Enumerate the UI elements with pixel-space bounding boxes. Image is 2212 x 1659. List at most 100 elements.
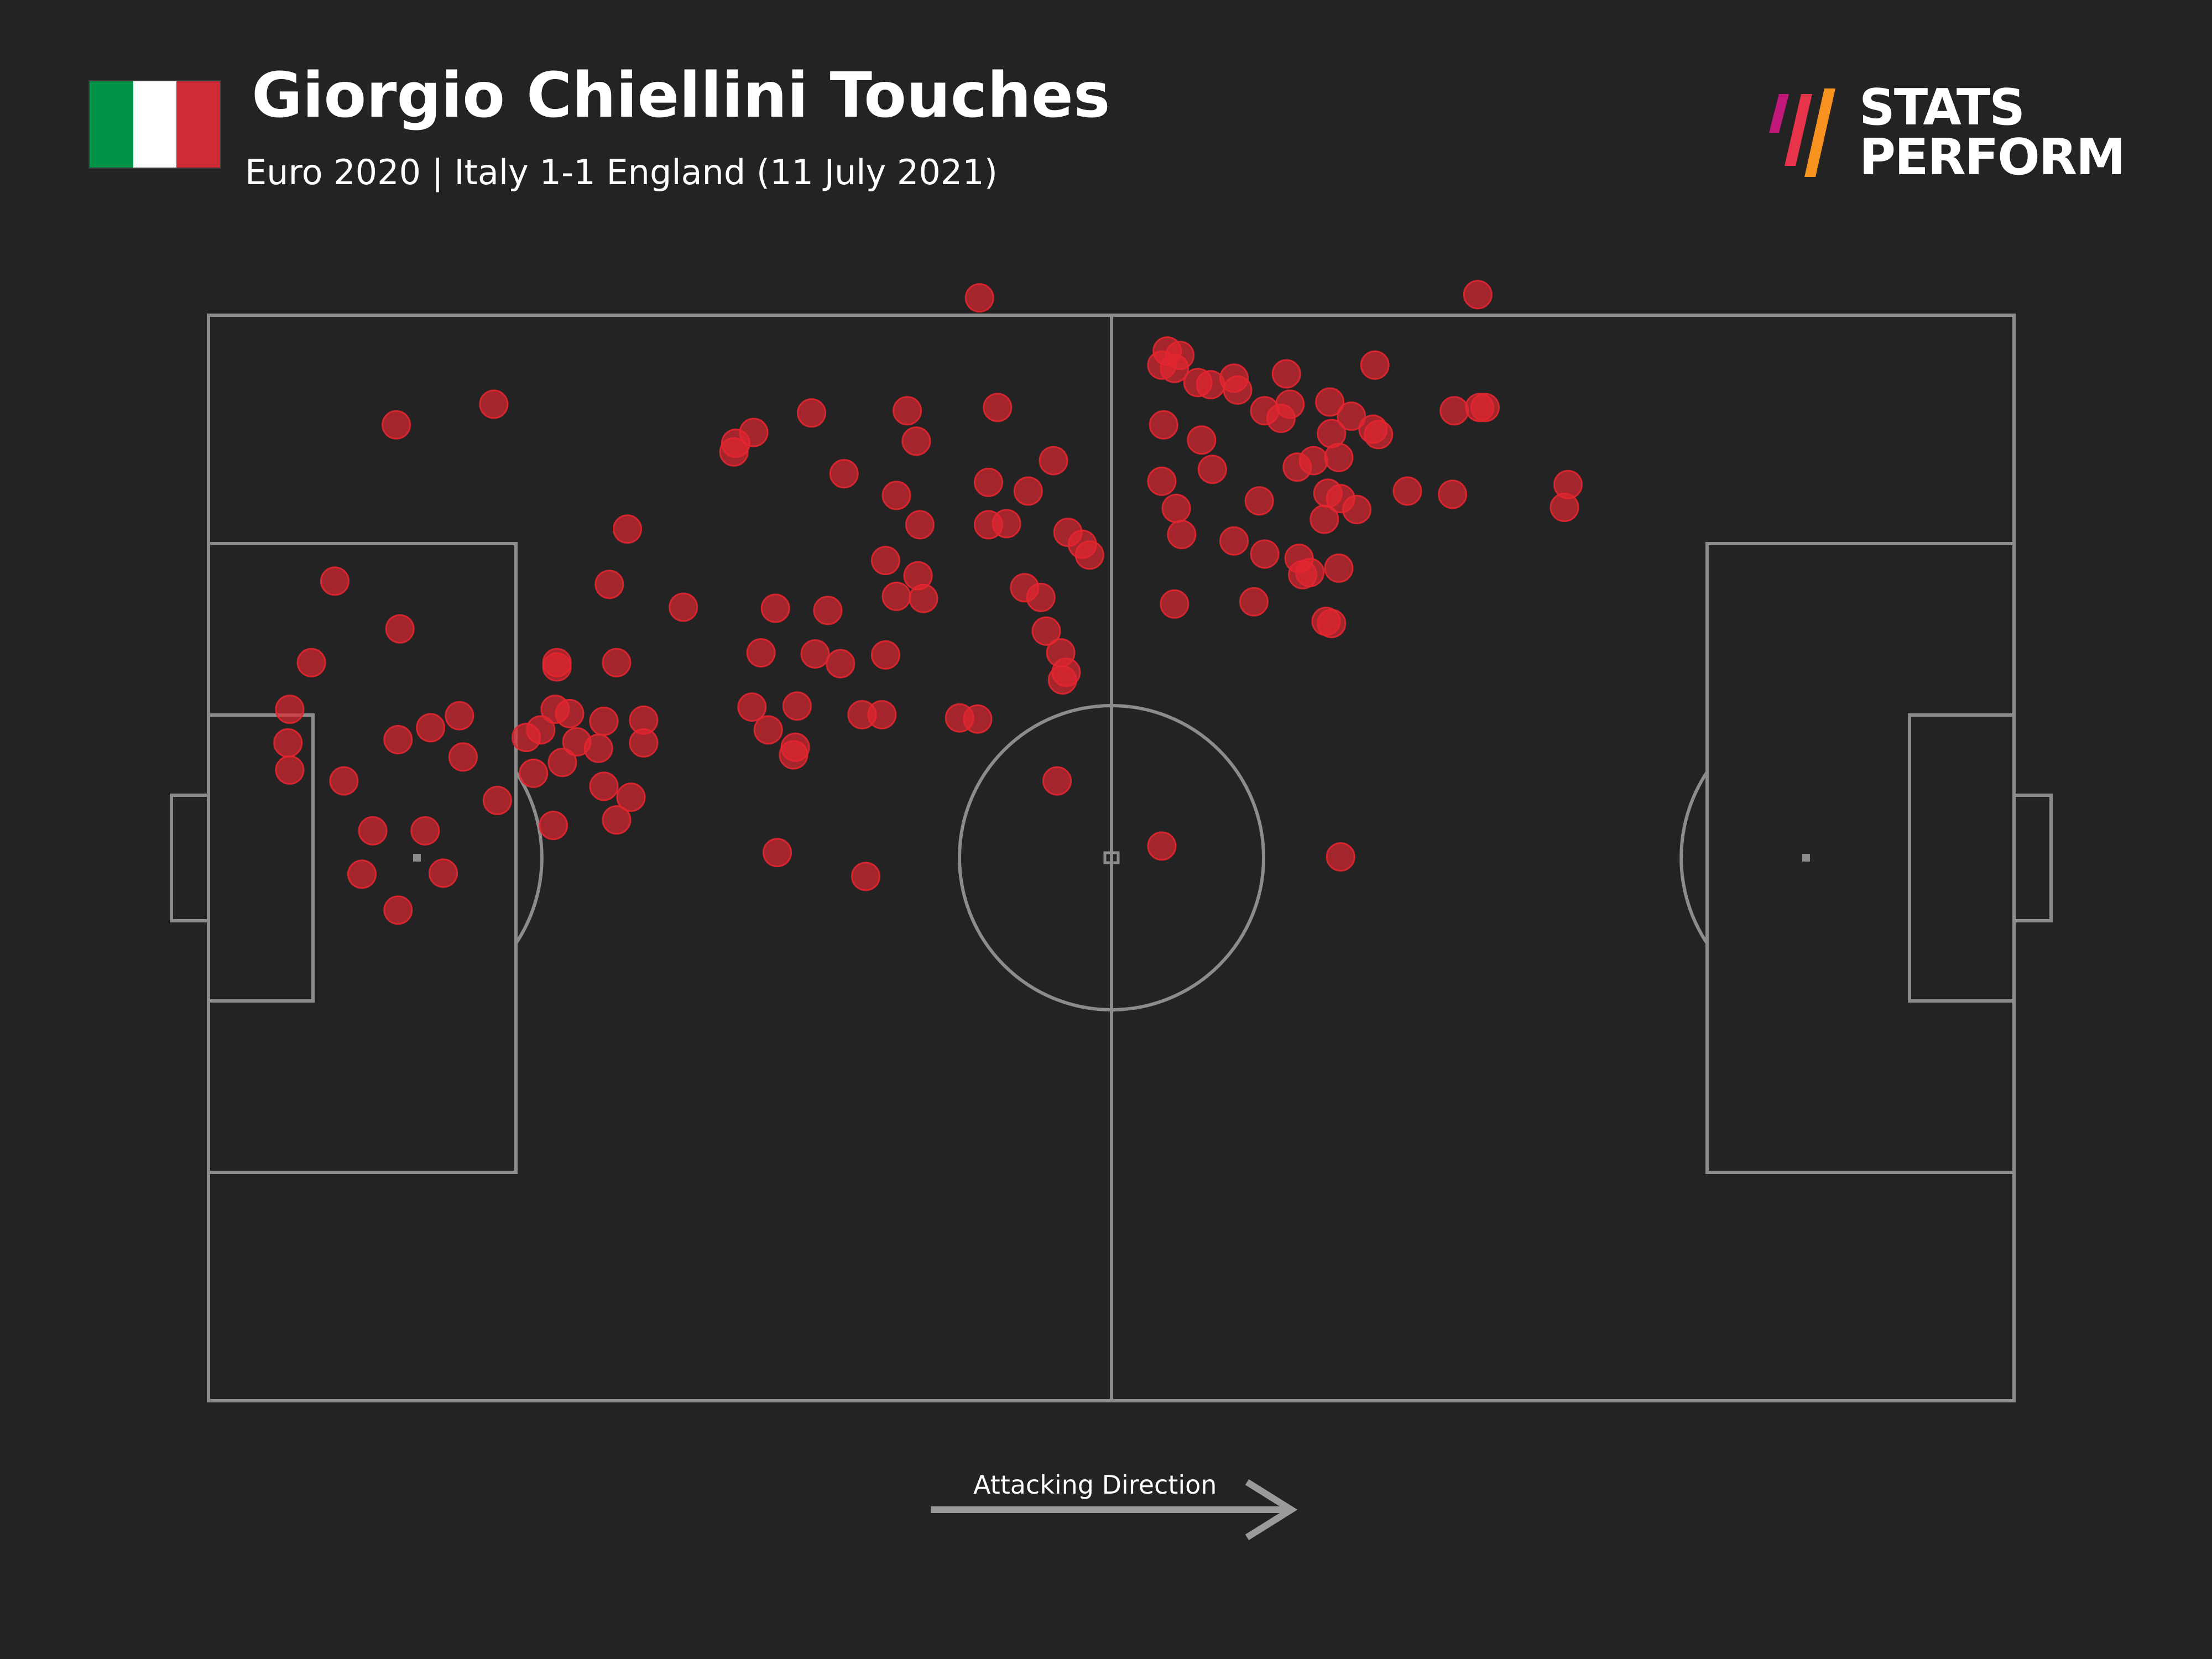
touch-point (992, 509, 1021, 539)
touch-point (547, 748, 577, 778)
touch-point (1013, 476, 1043, 506)
touch-point (589, 771, 619, 801)
touch-point (1047, 665, 1077, 695)
touch-point (479, 389, 509, 419)
touch-point (1026, 582, 1056, 612)
touch-point (1219, 526, 1249, 556)
left-goal (170, 794, 210, 922)
touch-point (1147, 466, 1177, 496)
touch-point (1439, 396, 1469, 426)
touch-point (1266, 404, 1296, 433)
logo-line-2: PERFORM (1859, 128, 2126, 186)
touch-point (616, 782, 646, 812)
touch-point (1342, 494, 1371, 524)
touch-point (870, 640, 900, 670)
touch-point (782, 691, 812, 721)
touch-point (429, 858, 458, 888)
touch-point (867, 700, 897, 729)
arrow-right-icon (1245, 1479, 1298, 1541)
touch-point (594, 570, 624, 599)
touch-point (1324, 442, 1354, 472)
touch-point (826, 649, 855, 679)
touch-point (512, 723, 541, 753)
touch-point (629, 728, 659, 758)
touch-point (320, 566, 349, 596)
touch-point (383, 725, 413, 754)
touch-point (797, 398, 826, 428)
touch-point (482, 786, 512, 815)
touch-point (358, 816, 388, 846)
touch-point (881, 581, 911, 611)
right-penalty-arc (1679, 771, 1709, 945)
touch-point (1160, 353, 1190, 383)
right-six-yard-box (1908, 713, 2016, 1003)
touch-point (589, 706, 619, 736)
right-penalty-area (1705, 542, 2016, 1174)
flag-stripe-green (90, 81, 133, 168)
centre-spot (1103, 851, 1120, 864)
logo-line-1: STATS (1859, 79, 2025, 137)
touch-point (905, 510, 935, 540)
touch-point (383, 895, 413, 925)
touch-point (1271, 359, 1301, 389)
touch-point (329, 766, 359, 796)
touch-point (1250, 539, 1280, 569)
touch-point (829, 459, 859, 489)
touch-point (539, 811, 568, 841)
touch-point (1187, 425, 1217, 455)
touch-point (275, 755, 305, 785)
touch-point (760, 593, 790, 623)
touch-point (1317, 609, 1347, 638)
touch-point (881, 481, 911, 510)
touch-point (296, 648, 326, 677)
pitch-markings (170, 314, 2053, 1402)
stats-perform-logo-icon (1769, 88, 1835, 177)
touch-point (909, 583, 938, 613)
touch-point (448, 742, 478, 772)
touch-point (746, 638, 776, 667)
touch-point (1031, 616, 1061, 646)
touch-point (1167, 520, 1197, 549)
touch-point (1550, 493, 1579, 522)
touch-point (1074, 540, 1104, 570)
touch-point (974, 467, 1003, 497)
touch-point (275, 695, 305, 724)
stats-perform-logo: STATS PERFORM (1767, 83, 2132, 182)
touch-point (613, 514, 642, 544)
touch-point (1392, 476, 1422, 506)
touch-point (1160, 589, 1190, 619)
left-penalty-arc (514, 771, 544, 945)
touch-point (1310, 504, 1339, 534)
touch-point (719, 437, 749, 467)
touch-point (753, 715, 783, 745)
touch-point (1360, 350, 1390, 380)
attacking-direction-label: Attacking Direction (973, 1470, 1217, 1500)
touch-point (963, 704, 993, 734)
touch-point (410, 816, 440, 846)
centre-circle (958, 704, 1265, 1011)
touch-point (519, 758, 549, 788)
touch-point (763, 838, 792, 868)
right-penalty-spot (1802, 854, 1810, 862)
touch-point (737, 692, 767, 722)
touch-point (540, 695, 570, 724)
chart-subtitle: Euro 2020 | Italy 1-1 England (11 July 2… (245, 152, 998, 192)
touch-point (851, 862, 880, 891)
touch-point (1197, 455, 1227, 484)
touch-point (1315, 387, 1345, 417)
touch-point (602, 805, 632, 835)
touch-point (382, 410, 411, 440)
touch-point (1161, 493, 1191, 523)
right-goal (2012, 794, 2053, 922)
touch-point (1244, 486, 1274, 516)
left-penalty-area (207, 542, 518, 1174)
touch-point (347, 859, 377, 889)
touch-point (1364, 420, 1394, 450)
touch-point (542, 648, 572, 677)
touch-point (1239, 587, 1269, 617)
touch-point (964, 283, 994, 313)
attacking-direction-arrow (931, 1479, 1298, 1541)
flag-stripe-white (133, 81, 177, 168)
touch-point (583, 733, 613, 763)
touch-point (901, 426, 931, 456)
